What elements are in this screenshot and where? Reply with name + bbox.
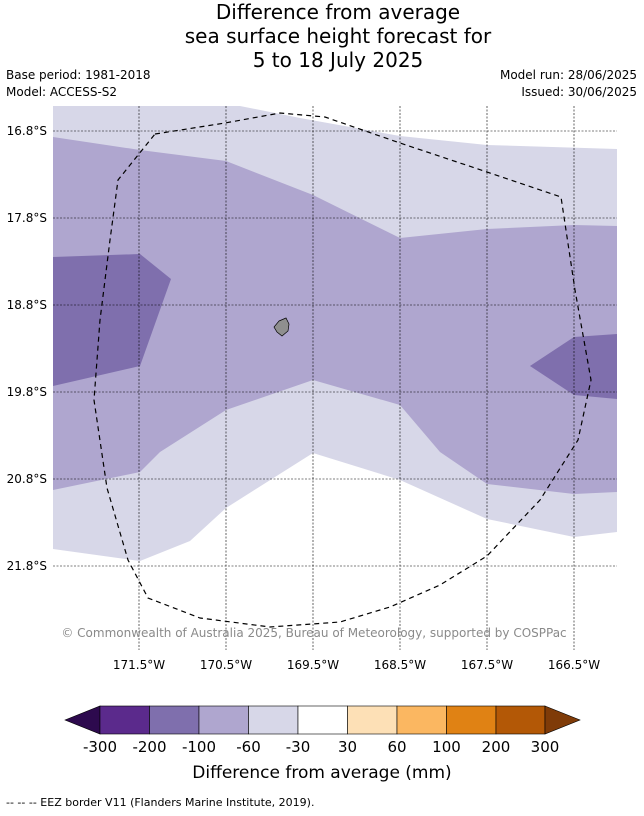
colorbar-title: Difference from average (mm) [192,763,451,783]
meta-left: Base period: 1981-2018 Model: ACCESS-S2 [6,67,151,101]
eez-footnote: -- -- -- EEZ border V11 (Flanders Marine… [6,796,315,809]
colorbar-segment [495,705,546,735]
lat-label: 17.8°S [7,211,47,225]
lon-label: 168.5°W [374,658,426,672]
island-land [273,317,290,337]
lon-label: 169.5°W [287,658,339,672]
base-period: Base period: 1981-2018 [6,68,151,82]
colorbar-tick-label: 100 [432,738,461,756]
colorbar-tick-label: -30 [286,738,311,756]
region-minus-100-west [53,254,171,386]
colorbar-tick-label: 60 [387,738,406,756]
lat-label: 21.8°S [7,559,47,573]
colorbar-segment [297,705,348,735]
colorbar-segment [248,705,299,735]
title-line-1: Difference from average [215,0,461,24]
colorbar-tick-label: -200 [132,738,166,756]
model-run: Model run: 28/06/2025 [499,68,637,82]
eez-border [93,112,592,628]
issued-date: Issued: 30/06/2025 [521,85,637,99]
colorbar-extend-high [544,705,581,735]
title-line-3: 5 to 18 July 2025 [252,48,424,72]
lon-label: 167.5°W [461,658,513,672]
lat-label: 16.8°S [7,124,47,138]
copyright-notice: © Commonwealth of Australia 2025, Bureau… [61,626,566,640]
latitude-labels: 16.8°S 17.8°S 18.8°S 19.8°S 20.8°S 21.8°… [7,124,47,573]
colorbar-segment [446,705,497,735]
lat-label: 20.8°S [7,472,47,486]
lat-label: 19.8°S [7,385,47,399]
colorbar-ticks: -300 -200 -100 -60 -30 30 60 100 200 300 [83,738,559,756]
colorbar-segment [198,705,249,735]
lat-label: 18.8°S [7,298,47,312]
region-minus-100-east [530,334,617,399]
map-plot-area [53,106,617,650]
map-figure: 16.8°S 17.8°S 18.8°S 19.8°S 20.8°S 21.8°… [7,106,617,783]
colorbar-tick-label: -60 [236,738,261,756]
colorbar-tick-label: -300 [83,738,117,756]
colorbar-tick-label: 30 [338,738,357,756]
colorbar-segment [99,705,150,735]
meta-right: Model run: 28/06/2025 Issued: 30/06/2025 [500,67,637,101]
colorbar-segment [347,705,398,735]
colorbar-extend-low [64,705,101,735]
colorbar-segment [149,705,200,735]
colorbar-segment [396,705,447,735]
lon-label: 170.5°W [200,658,252,672]
colorbar-tick-label: -100 [182,738,216,756]
colorbar-tick-label: 200 [482,738,511,756]
title-line-2: sea surface height forecast for [184,24,492,48]
model-name: Model: ACCESS-S2 [6,85,118,99]
colorbar [64,705,581,735]
colorbar-tick-label: 300 [531,738,560,756]
map-gridlines [53,106,617,650]
region-minus-60 [53,137,617,494]
longitude-labels: 171.5°W 170.5°W 169.5°W 168.5°W 167.5°W … [113,658,600,672]
lon-label: 171.5°W [113,658,165,672]
lon-label: 166.5°W [548,658,600,672]
map-title: Difference from average sea surface heig… [0,0,644,72]
